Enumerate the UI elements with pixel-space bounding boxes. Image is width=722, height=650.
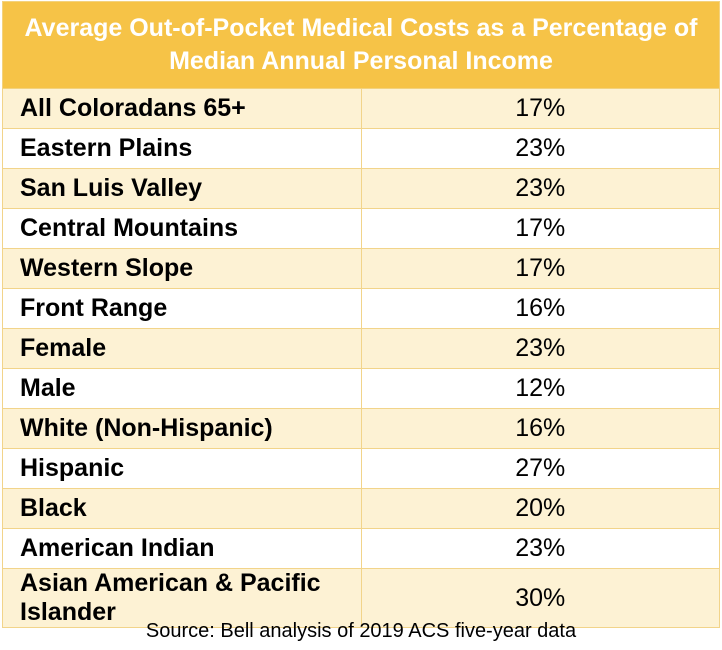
data-table: Average Out-of-Pocket Medical Costs as a… [2,1,720,628]
header-row: Average Out-of-Pocket Medical Costs as a… [2,1,720,89]
row-value: 30% [360,568,720,628]
table-row: American Indian 23% [2,528,720,569]
row-label: Female [2,328,362,369]
table-row: Hispanic 27% [2,448,720,489]
row-value: 16% [360,288,720,329]
row-value: 20% [360,488,720,529]
row-label: White (Non-Hispanic) [2,408,362,449]
table-row: Female 23% [2,328,720,369]
row-label: Male [2,368,362,409]
row-value: 17% [360,248,720,289]
source-note: Source: Bell analysis of 2019 ACS five-y… [145,620,577,642]
row-label: American Indian [2,528,362,569]
row-value: 27% [360,448,720,489]
row-value: 17% [360,88,720,129]
table-row: All Coloradans 65+ 17% [2,88,720,129]
table-row: Asian American & Pacific Islander 30% [2,568,720,628]
row-label: Hispanic [2,448,362,489]
table-row: Central Mountains 17% [2,208,720,249]
row-label: Front Range [2,288,362,329]
row-value: 23% [360,328,720,369]
table-row: Male 12% [2,368,720,409]
table-row: Eastern Plains 23% [2,128,720,169]
table-row: Black 20% [2,488,720,529]
row-label: All Coloradans 65+ [2,88,362,129]
table-container: Average Out-of-Pocket Medical Costs as a… [2,1,720,628]
row-value: 23% [360,168,720,209]
table-row: Front Range 16% [2,288,720,329]
row-value: 12% [360,368,720,409]
table-row: White (Non-Hispanic) 16% [2,408,720,449]
row-label: San Luis Valley [2,168,362,209]
row-value: 23% [360,128,720,169]
table-row: San Luis Valley 23% [2,168,720,209]
row-label: Black [2,488,362,529]
row-label: Eastern Plains [2,128,362,169]
row-value: 16% [360,408,720,449]
row-label: Asian American & Pacific Islander [2,568,362,628]
table-row: Western Slope 17% [2,248,720,289]
table-body: All Coloradans 65+ 17% Eastern Plains 23% Sa… [2,88,720,628]
row-label: Central Mountains [2,208,362,249]
row-label: Western Slope [2,248,362,289]
row-value: 23% [360,528,720,569]
row-value: 17% [360,208,720,249]
table-title: Average Out-of-Pocket Medical Costs as a… [2,1,720,89]
